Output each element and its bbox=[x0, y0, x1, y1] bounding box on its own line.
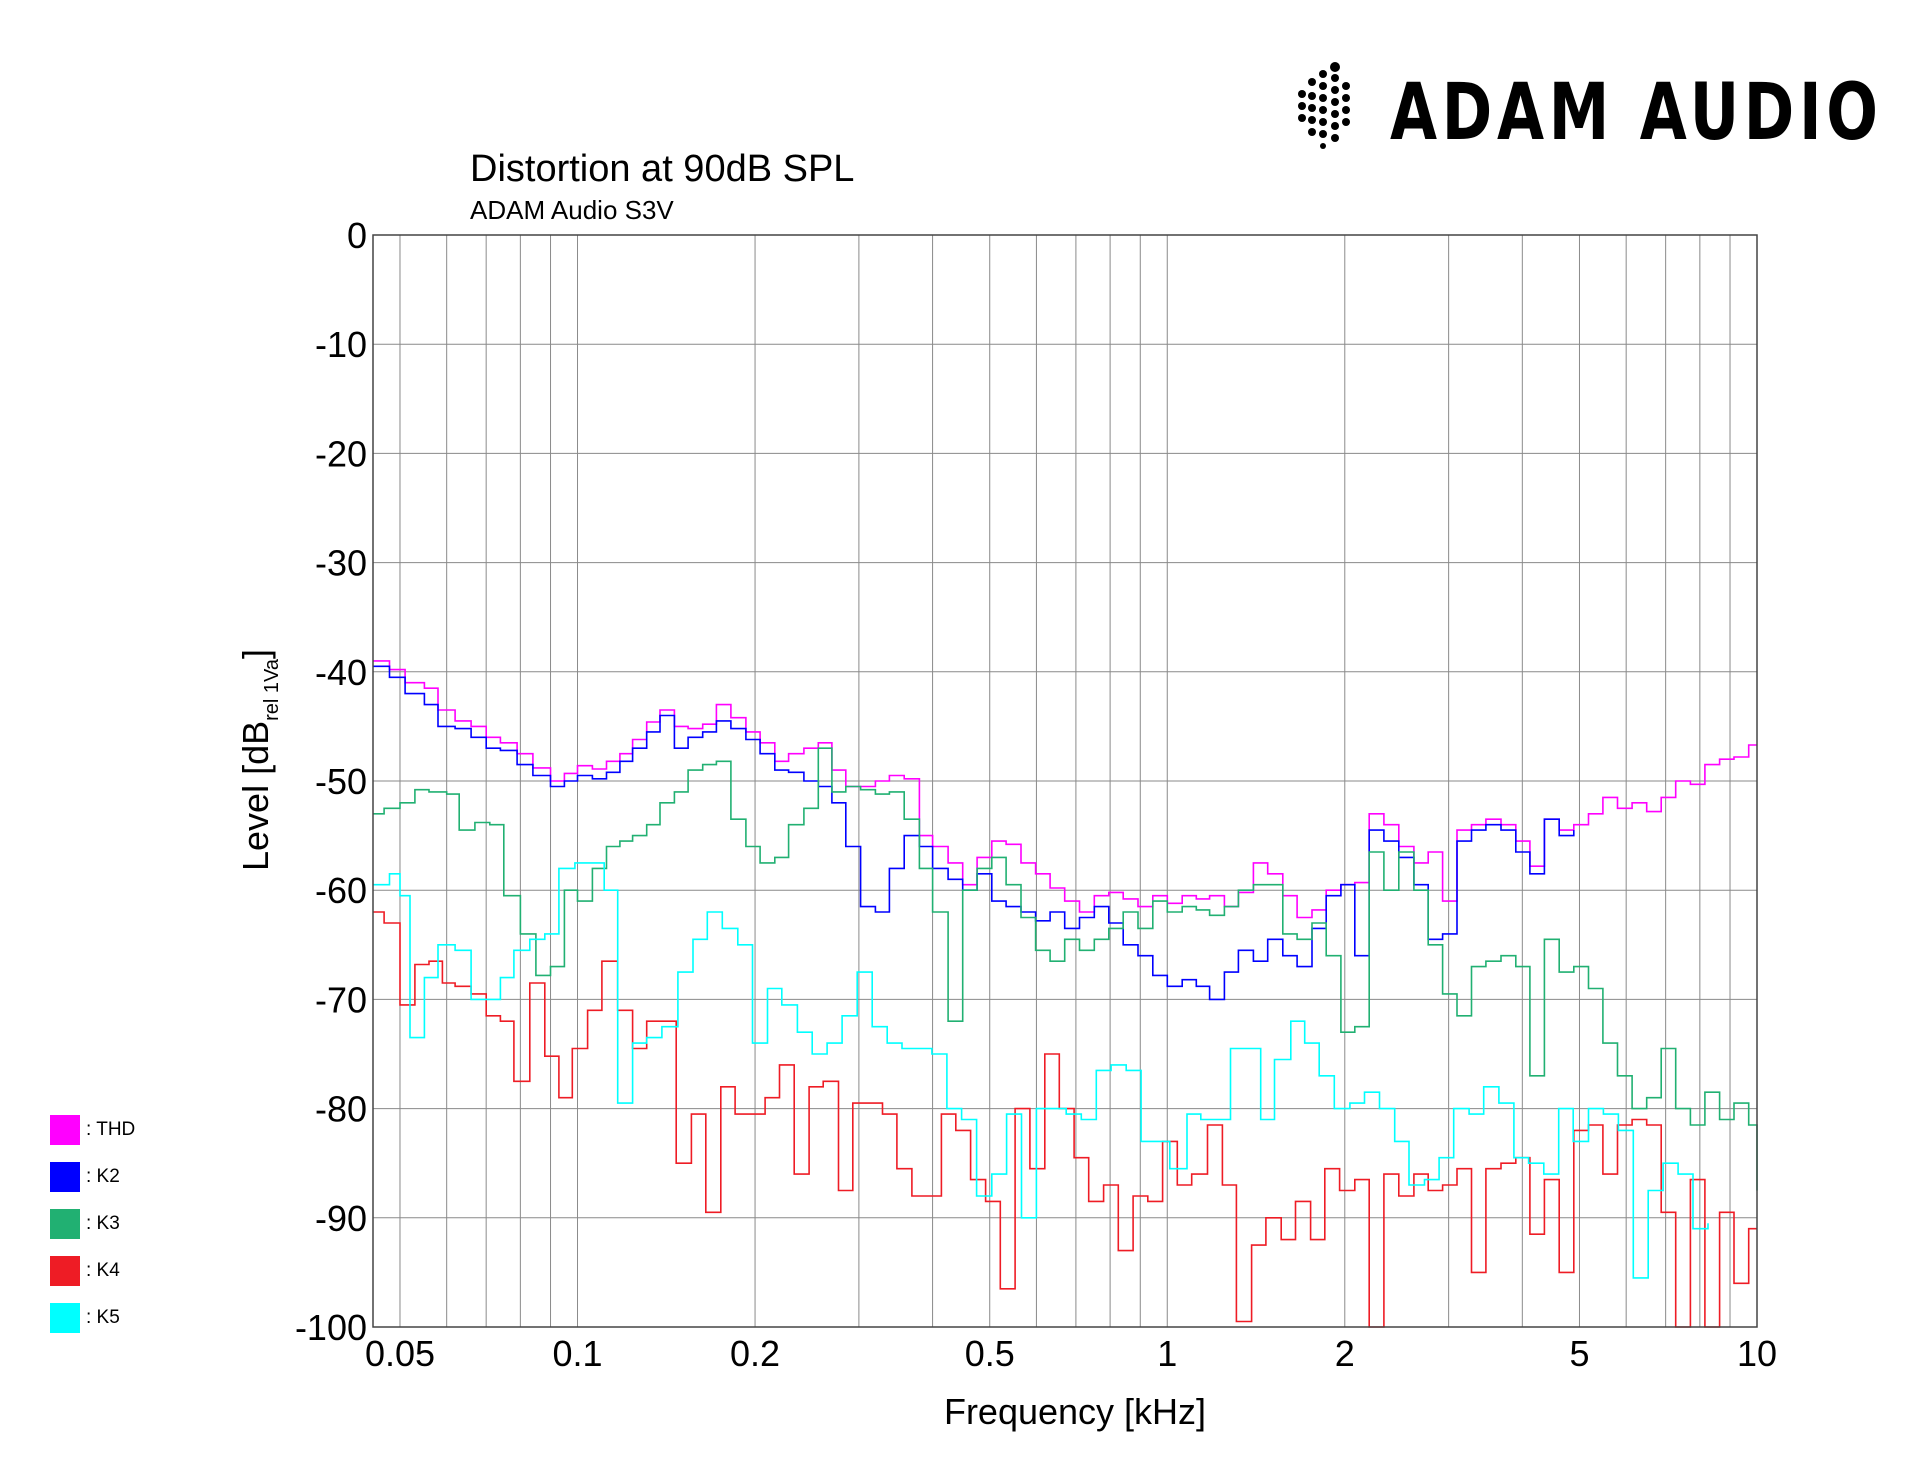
y-tick-label: -30 bbox=[315, 543, 367, 584]
plot-frame bbox=[372, 234, 1758, 1328]
legend-swatch bbox=[50, 1115, 80, 1145]
y-axis-label-main: Level [dB bbox=[235, 721, 276, 871]
legend-swatch bbox=[50, 1256, 80, 1286]
y-tick-label: -40 bbox=[315, 652, 367, 693]
legend-label: : K5 bbox=[86, 1307, 120, 1328]
brand-logo: ADAM AUDIO bbox=[1290, 60, 1878, 158]
y-tick-label: -90 bbox=[315, 1198, 367, 1239]
y-tick-label: -20 bbox=[315, 433, 367, 474]
y-axis-label: Level [dBrel 1Va] bbox=[235, 649, 283, 871]
legend-label: : K3 bbox=[86, 1213, 120, 1234]
y-axis-label-bracket: ] bbox=[235, 649, 276, 659]
legend-swatch bbox=[50, 1162, 80, 1192]
y-tick-label: -80 bbox=[315, 1089, 367, 1130]
grid bbox=[373, 234, 1758, 1328]
legend-swatch bbox=[50, 1209, 80, 1239]
x-tick-label: 10 bbox=[1737, 1333, 1777, 1374]
adam-audio-logo-icon bbox=[1298, 62, 1350, 149]
series-line-k2 bbox=[373, 665, 1575, 1001]
chart-subtitle: ADAM Audio S3V bbox=[470, 195, 674, 225]
x-tick-label: 2 bbox=[1335, 1333, 1355, 1374]
x-tick-label: 0.2 bbox=[730, 1333, 780, 1374]
legend-label: : K4 bbox=[86, 1260, 120, 1281]
series-line-k3 bbox=[373, 747, 1758, 1191]
y-tick-label: -70 bbox=[315, 979, 367, 1020]
y-tick-labels: 0 -10 -20 -30 -40 -50 -60 -70 -80 -90 -100 bbox=[295, 215, 367, 1348]
x-tick-label: 1 bbox=[1157, 1333, 1177, 1374]
series-line-k4 bbox=[373, 911, 1757, 1328]
legend-label: : THD bbox=[86, 1119, 136, 1140]
x-tick-label: 5 bbox=[1569, 1333, 1589, 1374]
brand-name: ADAM AUDIO bbox=[1390, 68, 1883, 158]
x-axis-label: Frequency [kHz] bbox=[944, 1391, 1206, 1432]
x-tick-label: 0.1 bbox=[552, 1333, 602, 1374]
y-tick-label: -100 bbox=[295, 1307, 367, 1348]
y-axis-label-subscript: rel 1Va bbox=[261, 658, 283, 721]
y-tick-label: 0 bbox=[347, 215, 367, 256]
series-line-thd bbox=[373, 660, 1757, 919]
x-tick-labels: 0.05 0.1 0.2 0.5 1 2 5 10 bbox=[365, 1333, 1777, 1374]
y-tick-label: -50 bbox=[315, 761, 367, 802]
legend-swatch bbox=[50, 1303, 80, 1333]
series-line-k5 bbox=[373, 862, 1709, 1279]
chart-title: Distortion at 90dB SPL bbox=[470, 148, 855, 190]
legend-label: : K2 bbox=[86, 1166, 120, 1187]
x-tick-label: 0.05 bbox=[365, 1333, 435, 1374]
series-lines bbox=[373, 660, 1758, 1328]
y-tick-label: -60 bbox=[315, 870, 367, 911]
y-tick-label: -10 bbox=[315, 324, 367, 365]
x-tick-label: 0.5 bbox=[965, 1333, 1015, 1374]
